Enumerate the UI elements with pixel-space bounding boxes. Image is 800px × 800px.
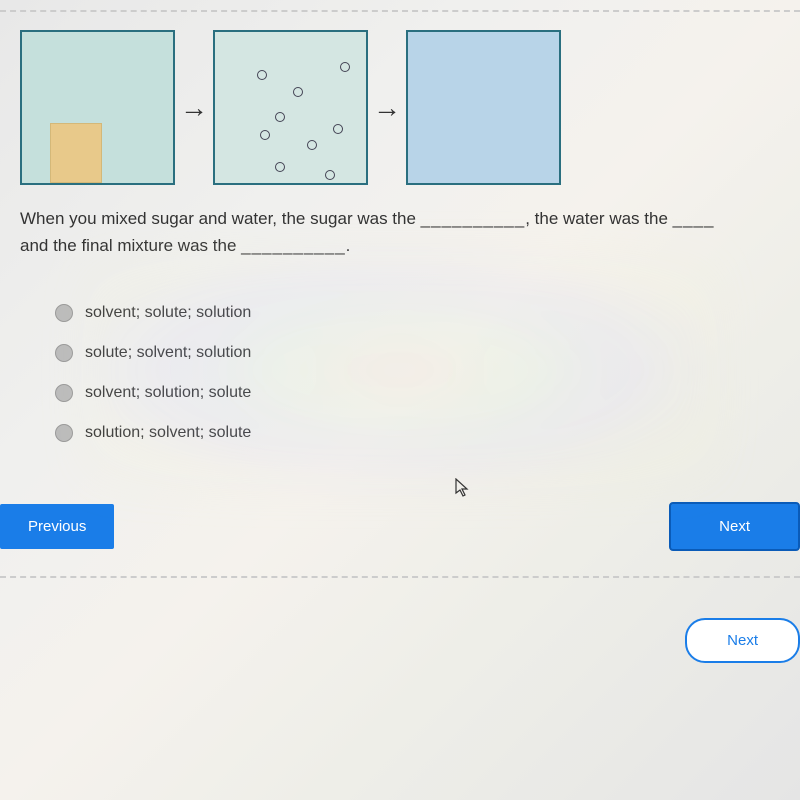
particle-icon <box>340 62 350 72</box>
particle-icon <box>260 130 270 140</box>
nav-row: Previous Next <box>0 502 780 551</box>
sugar-cube <box>50 123 102 183</box>
particle-icon <box>257 70 267 80</box>
option-label: solvent; solute; solution <box>85 304 251 322</box>
question-text: When you mixed sugar and water, the suga… <box>20 205 780 259</box>
next-button-primary[interactable]: Next <box>669 502 800 551</box>
question-part: . <box>346 236 351 255</box>
particle-icon <box>307 140 317 150</box>
question-part: When you mixed sugar and water, the suga… <box>20 209 421 228</box>
diagram-row: → → <box>20 30 780 185</box>
diagram-box-sugar-water <box>20 30 175 185</box>
option-item-2[interactable]: solute; solvent; solution <box>55 344 780 362</box>
particle-icon <box>325 170 335 180</box>
question-part: , the water was the <box>525 209 672 228</box>
arrow-icon: → <box>180 92 208 124</box>
blank-1: __________ <box>421 209 526 228</box>
option-item-1[interactable]: solvent; solute; solution <box>55 304 780 322</box>
question-part: and the final mixture was the <box>20 236 241 255</box>
particle-icon <box>333 124 343 134</box>
radio-icon[interactable] <box>55 344 73 362</box>
option-item-4[interactable]: solution; solvent; solute <box>55 424 780 442</box>
top-dashed-border <box>0 10 800 12</box>
radio-icon[interactable] <box>55 384 73 402</box>
particle-icon <box>293 87 303 97</box>
particle-icon <box>275 112 285 122</box>
content-area: → → When you mixed sugar and water, the … <box>0 0 800 683</box>
option-item-3[interactable]: solvent; solution; solute <box>55 384 780 402</box>
bottom-nav-row: Next <box>20 578 800 683</box>
arrow-icon: → <box>373 92 401 124</box>
blank-3: __________ <box>241 236 346 255</box>
diagram-box-solution <box>406 30 561 185</box>
options-list: solvent; solute; solution solute; solven… <box>55 304 780 442</box>
option-label: solvent; solution; solute <box>85 384 251 402</box>
option-label: solution; solvent; solute <box>85 424 251 442</box>
particle-icon <box>275 162 285 172</box>
next-button-secondary[interactable]: Next <box>685 618 800 663</box>
diagram-box-dissolving <box>213 30 368 185</box>
radio-icon[interactable] <box>55 424 73 442</box>
blank-2: ____ <box>673 209 715 228</box>
radio-icon[interactable] <box>55 304 73 322</box>
option-label: solute; solvent; solution <box>85 344 251 362</box>
previous-button[interactable]: Previous <box>0 504 114 549</box>
